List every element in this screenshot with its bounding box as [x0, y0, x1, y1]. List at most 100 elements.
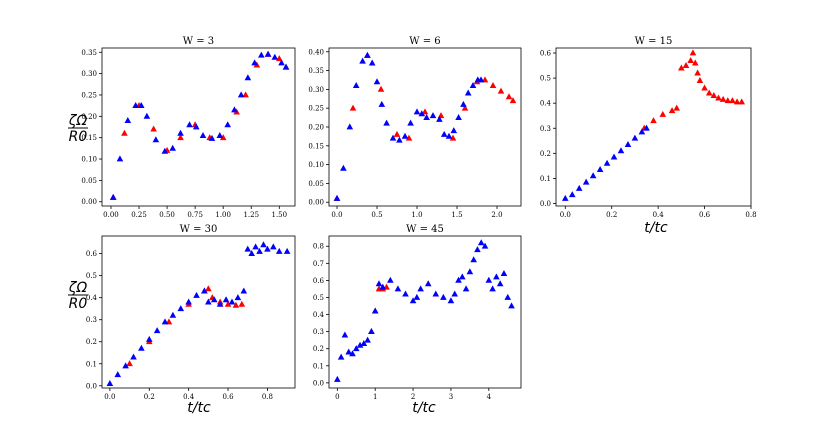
data-point-series-2: [177, 129, 184, 136]
data-point-series-2: [199, 131, 207, 138]
x-tick-label: 0.8: [262, 393, 273, 401]
data-point-series-2: [508, 302, 515, 309]
data-point-series-1: [126, 360, 133, 367]
x-tick-label: 3: [449, 393, 453, 401]
data-point-series-2: [371, 307, 379, 314]
y-tick-label: 0.00: [81, 198, 97, 206]
ylabel-bottom-numerator: ζΩ: [68, 280, 88, 296]
y-tick-label: 0.4: [313, 311, 325, 319]
chart-panel-3: W = 15 0.0 0.2 0.4 0.6 0.8 0.0 0.1 0.2 0.3 0.4 0.5 0…: [540, 36, 757, 219]
chart-panel-5: W = 45 0 1 2 3 4 0.0 0.1 0.2 0.3 0.4 0.5 0.6 0.7 0.8: [313, 224, 522, 401]
data-point-series-2: [340, 164, 347, 171]
plot-frame: [555, 47, 752, 207]
data-point-series-2: [462, 285, 470, 292]
y-tick-label: 0.5: [86, 272, 97, 280]
data-point-series-2: [334, 375, 341, 382]
data-point-series-2: [407, 119, 414, 126]
y-tick-label: 0.35: [81, 49, 97, 57]
data-point-series-1: [687, 56, 694, 63]
plot-frame: [328, 235, 522, 389]
data-point-series-1: [733, 98, 741, 105]
chart-panel-4: W = 30 0.0 0.2 0.4 0.6 0.8 0.0 0.1 0.2 0.3 0.4 0.5 0…: [86, 224, 296, 401]
x-tick-label: 0.4: [653, 211, 665, 219]
data-point-series-2: [114, 371, 122, 378]
data-point-series-2: [152, 136, 160, 143]
plot-frame: [101, 235, 296, 389]
data-point-series-2: [561, 194, 569, 201]
y-tick-label: 0.10: [81, 156, 97, 164]
data-point-series-2: [624, 140, 632, 147]
data-point-series-1: [659, 110, 667, 117]
data-point-series-2: [477, 76, 485, 83]
data-point-series-2: [423, 113, 430, 120]
y-tick-label: 0.6: [313, 277, 325, 285]
data-point-series-2: [589, 172, 597, 179]
data-point-series-2: [143, 112, 151, 119]
xlabel-panel-5: t/tc: [412, 400, 436, 416]
data-point-series-2: [379, 283, 387, 290]
data-point-series-2: [413, 293, 421, 300]
data-point-series-1: [668, 107, 676, 114]
data-point-series-2: [252, 243, 259, 250]
ylabel-top-numerator: ζΩ: [68, 113, 88, 129]
data-point-series-2: [352, 82, 360, 89]
y-tick-label: 0.20: [308, 124, 324, 132]
x-tick-label: 0.2: [144, 393, 155, 401]
data-point-series-2: [445, 132, 453, 139]
data-point-series-1: [724, 97, 732, 104]
y-tick-label: 0.6: [86, 250, 98, 258]
data-point-series-1: [449, 134, 457, 141]
data-point-series-2: [402, 290, 409, 297]
data-point-series-2: [364, 336, 371, 343]
y-tick-label: 0.5: [540, 75, 551, 83]
plot-frame: [101, 47, 296, 207]
ylabel-top-denominator: R0: [69, 129, 88, 145]
data-point-series-1: [349, 104, 357, 111]
data-point-series-2: [504, 293, 512, 300]
data-point-series-2: [161, 147, 169, 154]
data-point-series-1: [405, 134, 413, 141]
data-point-series-2: [161, 318, 169, 325]
data-point-series-2: [378, 100, 386, 107]
data-point-series-2: [603, 159, 611, 166]
x-tick-label: 0.75: [187, 211, 203, 219]
data-point-series-2: [460, 100, 467, 107]
data-point-series-2: [496, 280, 504, 287]
data-point-series-2: [201, 287, 208, 294]
data-point-series-2: [364, 51, 371, 58]
data-point-series-2: [459, 273, 466, 280]
data-point-series-1: [150, 125, 157, 132]
data-point-series-2: [234, 294, 242, 301]
plot-frame: [328, 47, 522, 207]
y-tick-label: 0.40: [308, 48, 324, 56]
data-point-series-2: [436, 115, 443, 122]
xlabel-panel-4: t/tc: [187, 400, 211, 416]
data-point-series-2: [109, 193, 117, 200]
data-point-series-2: [346, 123, 354, 130]
data-point-series-2: [447, 297, 455, 304]
data-point-series-1: [461, 104, 469, 111]
y-tick-label: 0.1: [540, 175, 551, 183]
y-tick-label: 0.0: [86, 382, 97, 390]
data-point-series-1: [701, 84, 708, 91]
data-point-series-2: [216, 300, 224, 307]
data-point-series-2: [124, 116, 132, 123]
data-point-series-2: [359, 57, 366, 64]
x-tick-label: 0.0: [104, 393, 115, 401]
data-point-series-2: [169, 144, 176, 151]
data-point-series-2: [256, 247, 263, 254]
data-point-series-1: [710, 92, 718, 99]
y-tick-label: 0.4: [86, 294, 98, 302]
chart-title: W = 6: [409, 36, 440, 47]
y-tick-label: 0.5: [313, 294, 324, 302]
data-point-series-2: [575, 184, 583, 191]
data-point-series-2: [264, 245, 271, 252]
data-point-series-2: [375, 280, 383, 287]
data-point-series-2: [643, 124, 650, 131]
data-point-series-2: [169, 311, 177, 318]
data-point-series-2: [345, 348, 352, 355]
chart-title: W = 30: [180, 224, 218, 235]
data-point-series-2: [185, 298, 192, 305]
x-tick-label: 1: [373, 393, 377, 401]
data-point-series-2: [470, 256, 477, 263]
